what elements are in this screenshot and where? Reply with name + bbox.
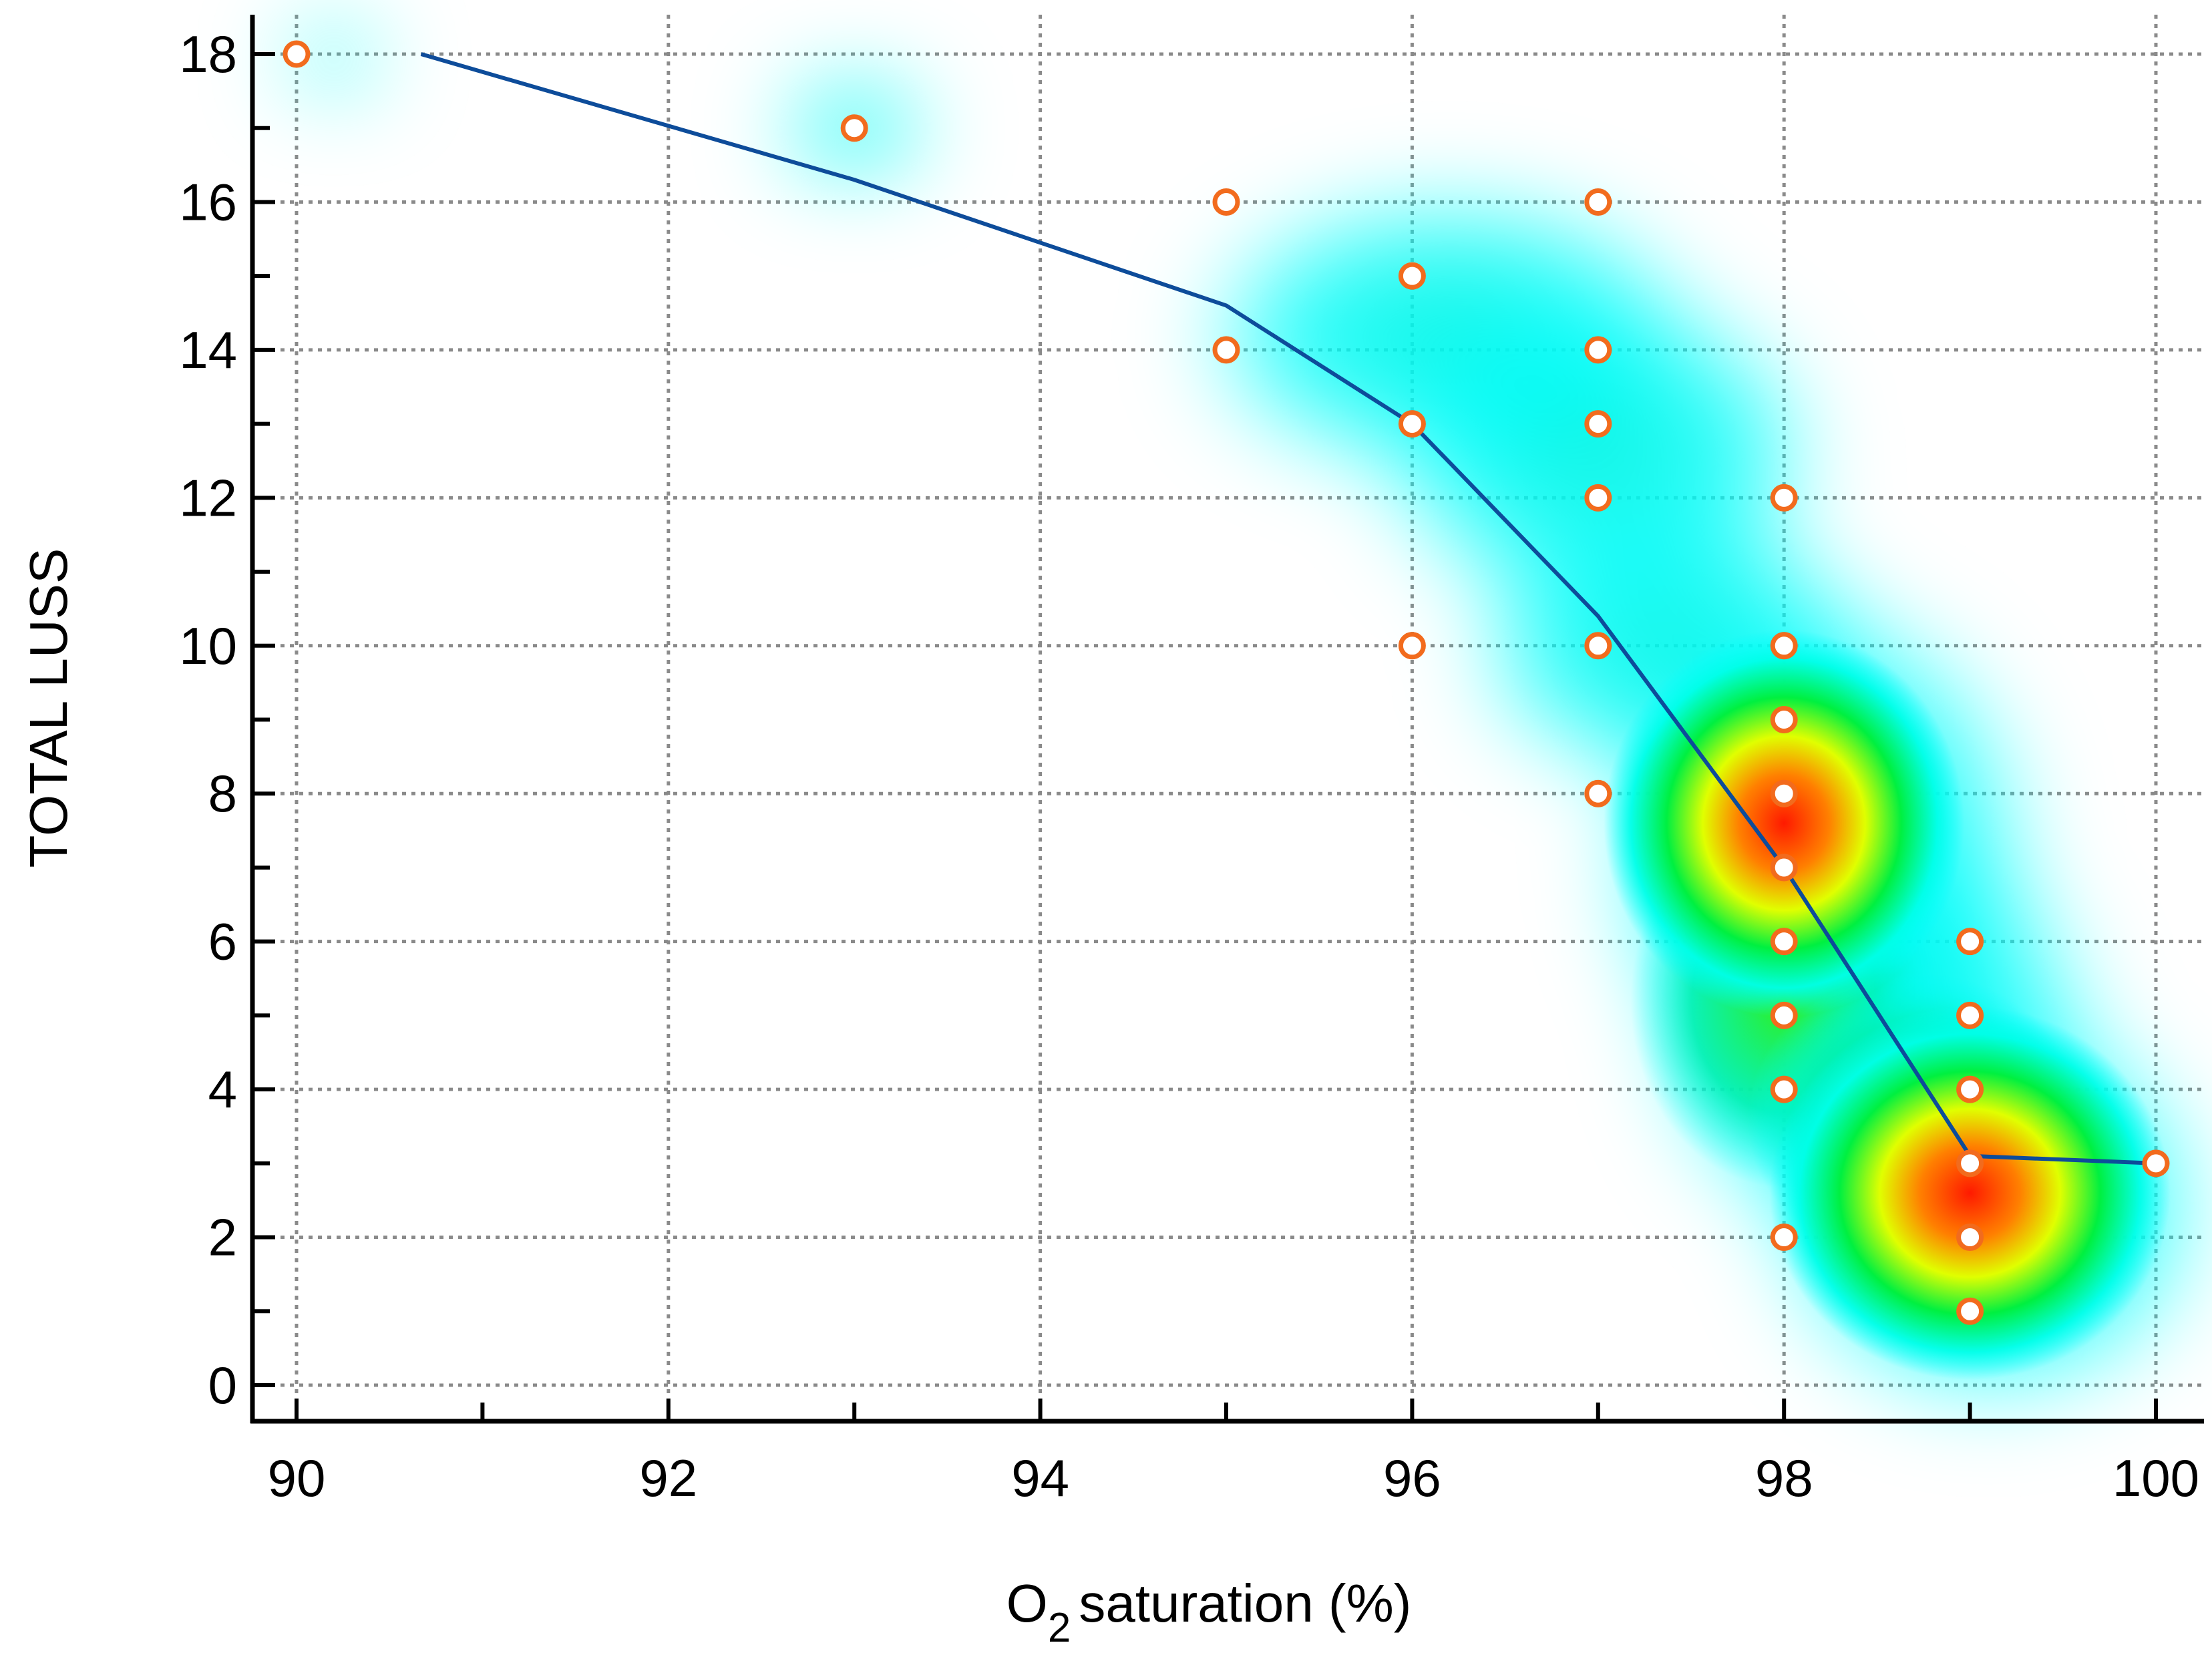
data-point-99-1 bbox=[1956, 1297, 1984, 1325]
data-point-97-14 bbox=[1584, 336, 1612, 364]
x-axis-title: O2 saturation (%) bbox=[1006, 1574, 1412, 1651]
tick-labels: 90 92 94 96 98 100 0 2 4 6 8 10 12 14 16 18 bbox=[179, 25, 2199, 1507]
x-tick-label-100: 100 bbox=[2112, 1449, 2199, 1507]
x-tick-label-92: 92 bbox=[639, 1449, 697, 1507]
fit-line-layer bbox=[420, 52, 2157, 1165]
y-tick-label-10: 10 bbox=[179, 616, 237, 675]
scatter-points bbox=[283, 40, 2170, 1325]
data-point-99-2 bbox=[1956, 1224, 1984, 1252]
density-heatmap bbox=[287, 27, 2209, 1409]
data-point-100-3 bbox=[2142, 1149, 2170, 1177]
x-tick-label-94: 94 bbox=[1011, 1449, 1069, 1507]
data-point-99-5 bbox=[1956, 1001, 1984, 1029]
data-point-96-15 bbox=[1398, 262, 1426, 290]
data-point-97-12 bbox=[1584, 484, 1612, 512]
x-tick-label-90: 90 bbox=[268, 1449, 326, 1507]
data-point-99-4 bbox=[1956, 1075, 1984, 1103]
x-axis-title-subscript: 2 bbox=[1048, 1605, 1071, 1651]
data-point-98-12 bbox=[1770, 484, 1798, 512]
density-hotspot-1 bbox=[1604, 629, 1965, 1017]
axes bbox=[250, 15, 2204, 1424]
y-tick-label-16: 16 bbox=[179, 172, 237, 231]
data-point-97-13 bbox=[1584, 410, 1612, 438]
x-axis-title-main: O bbox=[1006, 1574, 1048, 1633]
density-hotspot-2 bbox=[1769, 1006, 2171, 1380]
data-point-95-14 bbox=[1212, 336, 1240, 364]
data-point-99-3 bbox=[1956, 1149, 1984, 1177]
data-point-96-10 bbox=[1398, 632, 1426, 660]
data-point-97-10 bbox=[1584, 632, 1612, 660]
data-point-98-7 bbox=[1770, 854, 1798, 882]
data-point-98-9 bbox=[1770, 706, 1798, 733]
x-tick-label-96: 96 bbox=[1383, 1449, 1441, 1507]
data-point-98-4 bbox=[1770, 1075, 1798, 1103]
data-point-98-8 bbox=[1770, 779, 1798, 807]
x-axis-title-rest: saturation (%) bbox=[1079, 1574, 1411, 1633]
x-tick-label-98: 98 bbox=[1755, 1449, 1813, 1507]
y-tick-label-18: 18 bbox=[179, 25, 237, 83]
y-tick-label-0: 0 bbox=[208, 1356, 237, 1415]
data-point-98-5 bbox=[1770, 1001, 1798, 1029]
data-point-97-16 bbox=[1584, 188, 1612, 216]
density-region-1 bbox=[287, 27, 381, 88]
data-point-98-10 bbox=[1770, 632, 1798, 660]
data-point-98-6 bbox=[1770, 928, 1798, 956]
data-point-90-18 bbox=[283, 40, 311, 68]
y-axis-title: TOTAL LUSS bbox=[19, 548, 78, 868]
y-tick-label-2: 2 bbox=[208, 1208, 237, 1267]
fit-line-1 bbox=[420, 52, 2157, 1165]
data-point-93-17 bbox=[840, 114, 868, 142]
data-point-95-16 bbox=[1212, 188, 1240, 216]
data-point-99-6 bbox=[1956, 928, 1984, 956]
y-tick-label-14: 14 bbox=[179, 321, 237, 379]
y-tick-label-8: 8 bbox=[208, 764, 237, 823]
data-point-96-13 bbox=[1398, 410, 1426, 438]
y-tick-label-6: 6 bbox=[208, 912, 237, 971]
data-point-97-8 bbox=[1584, 779, 1612, 807]
y-tick-label-12: 12 bbox=[179, 468, 237, 527]
y-tick-label-4: 4 bbox=[208, 1060, 237, 1119]
data-point-98-2 bbox=[1770, 1224, 1798, 1252]
